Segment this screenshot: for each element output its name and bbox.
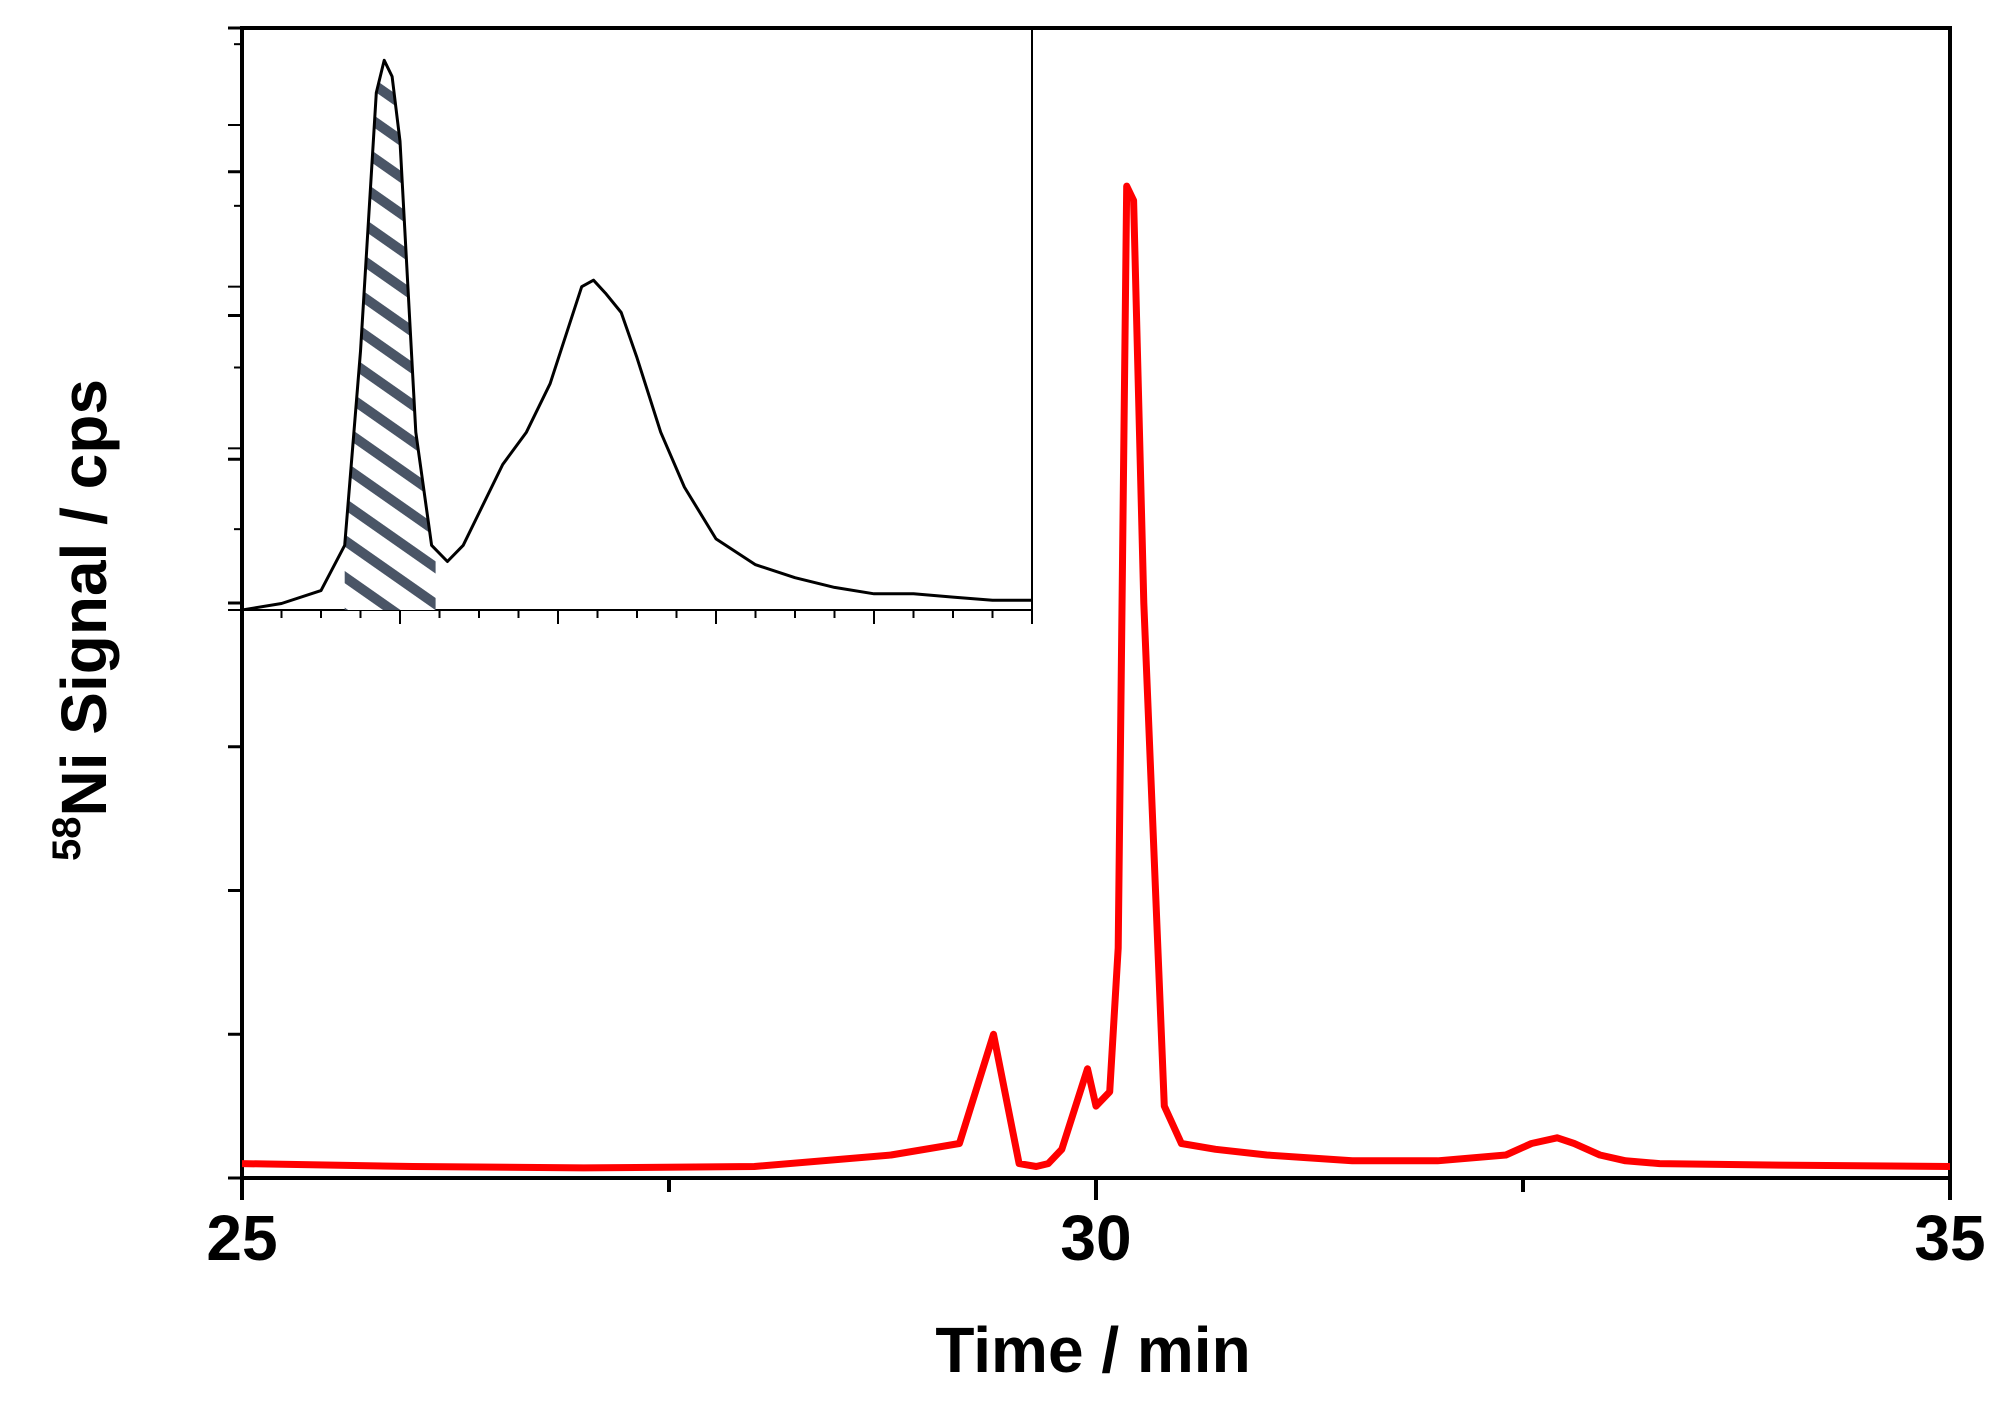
inset-hatched-area <box>344 60 436 610</box>
y-axis-title: 58Ni Signal / cps <box>45 379 120 861</box>
inset-plot-area <box>228 28 1033 624</box>
inset-series-line <box>242 58 1032 610</box>
y-axis-title-text: Ni Signal / cps <box>48 379 120 816</box>
x-tick-label: 25 <box>206 1202 277 1274</box>
main-plot-area: 25 30 35 <box>206 26 1986 1274</box>
main-plot-frame <box>240 26 1952 1180</box>
main-series-line <box>242 182 1950 1172</box>
x-tick-label: 35 <box>1914 1202 1985 1274</box>
x-axis-title: Time / min <box>935 1314 1250 1386</box>
x-tick-label: 30 <box>1060 1202 1131 1274</box>
y-axis-isotope-superscript: 58 <box>45 816 89 861</box>
